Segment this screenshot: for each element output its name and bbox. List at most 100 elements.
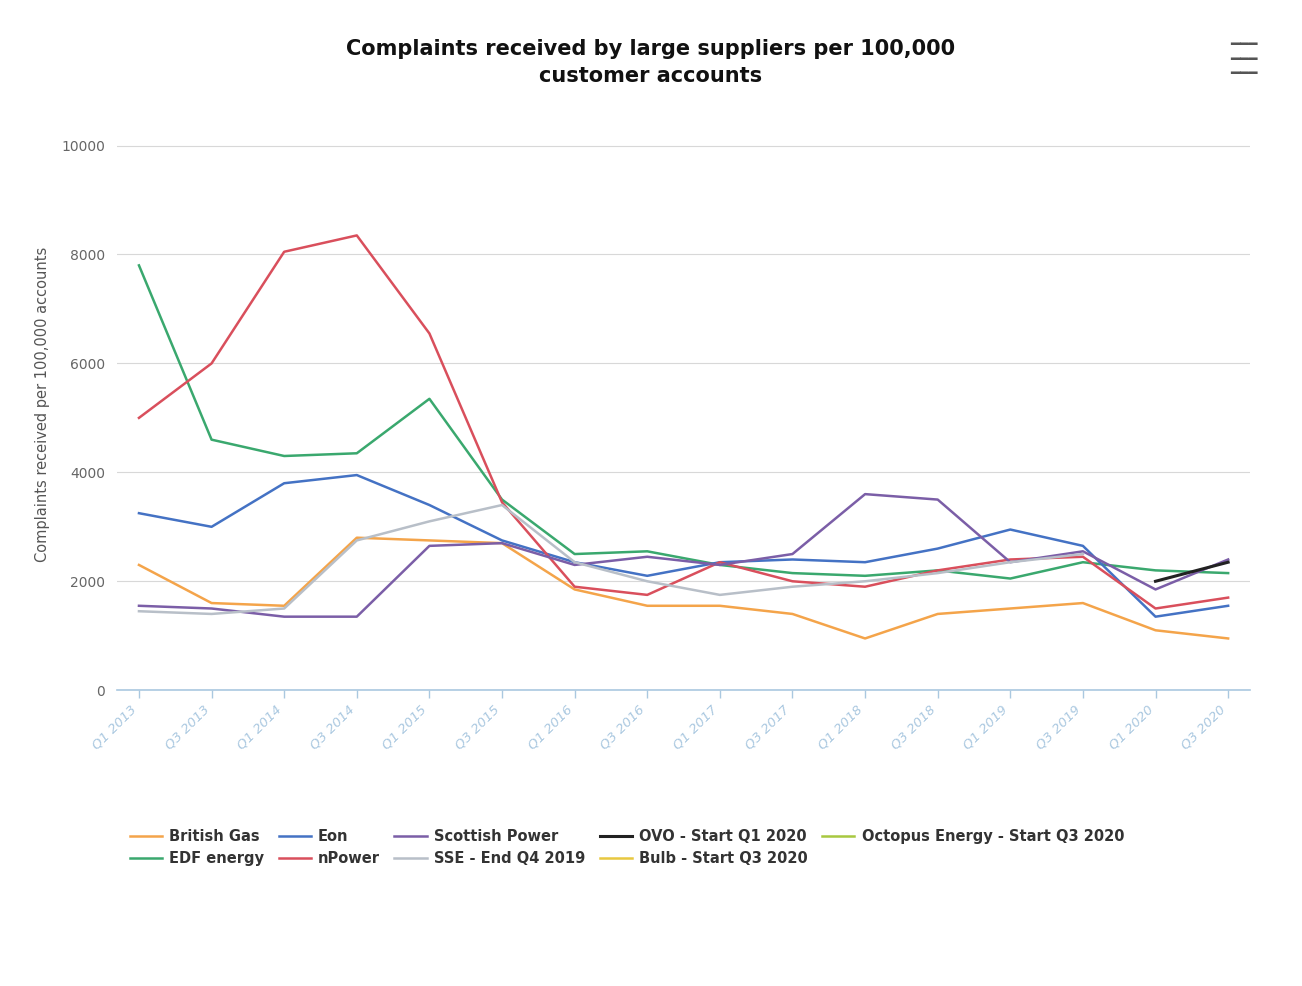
- SSE - End Q4 2019: [495, 499, 510, 511]
- nPower: [495, 496, 510, 508]
- Eon: [1147, 610, 1163, 622]
- nPower: [1147, 602, 1163, 614]
- nPower: [857, 581, 872, 593]
- nPower: [422, 327, 437, 339]
- Line: British Gas: British Gas: [139, 537, 1228, 639]
- nPower: [276, 246, 292, 257]
- EDF energy: [566, 548, 582, 560]
- Scottish Power: [349, 610, 365, 622]
- EDF energy: [276, 450, 292, 461]
- Line: Eon: Eon: [139, 475, 1228, 616]
- Eon: [422, 499, 437, 511]
- EDF energy: [712, 559, 728, 571]
- EDF energy: [495, 494, 510, 506]
- British Gas: [1075, 598, 1091, 609]
- nPower: [132, 412, 147, 424]
- Line: SSE - End Q4 2019: SSE - End Q4 2019: [139, 505, 1083, 614]
- Eon: [276, 477, 292, 489]
- SSE - End Q4 2019: [349, 534, 365, 546]
- British Gas: [1147, 624, 1163, 636]
- Text: ━━━: ━━━: [1229, 51, 1258, 67]
- EDF energy: [785, 567, 801, 579]
- Eon: [639, 570, 655, 582]
- EDF energy: [857, 570, 872, 582]
- SSE - End Q4 2019: [1075, 548, 1091, 560]
- Eon: [1003, 524, 1018, 535]
- Scottish Power: [566, 559, 582, 571]
- Text: ━━━: ━━━: [1229, 66, 1258, 82]
- British Gas: [422, 534, 437, 546]
- Text: Complaints received by large suppliers per 100,000
customer accounts: Complaints received by large suppliers p…: [346, 39, 956, 86]
- Eon: [712, 556, 728, 568]
- Eon: [1075, 540, 1091, 552]
- Eon: [349, 469, 365, 481]
- Scottish Power: [1147, 584, 1163, 596]
- Scottish Power: [1075, 545, 1091, 557]
- SSE - End Q4 2019: [203, 608, 219, 620]
- EDF energy: [349, 448, 365, 459]
- nPower: [1075, 551, 1091, 563]
- EDF energy: [639, 545, 655, 557]
- SSE - End Q4 2019: [276, 602, 292, 614]
- SSE - End Q4 2019: [639, 576, 655, 588]
- Eon: [1220, 599, 1236, 611]
- nPower: [1003, 553, 1018, 565]
- Scottish Power: [495, 537, 510, 549]
- nPower: [1220, 592, 1236, 603]
- British Gas: [132, 559, 147, 571]
- Legend: British Gas, EDF energy, Eon, nPower, Scottish Power, SSE - End Q4 2019, OVO - S: British Gas, EDF energy, Eon, nPower, Sc…: [124, 823, 1130, 873]
- nPower: [639, 589, 655, 600]
- OVO - Start Q1 2020: [1220, 556, 1236, 568]
- nPower: [349, 230, 365, 242]
- EDF energy: [422, 392, 437, 404]
- Line: OVO - Start Q1 2020: OVO - Start Q1 2020: [1155, 562, 1228, 582]
- Scottish Power: [712, 559, 728, 571]
- Scottish Power: [785, 548, 801, 560]
- Scottish Power: [1003, 556, 1018, 568]
- SSE - End Q4 2019: [1003, 556, 1018, 568]
- EDF energy: [1003, 573, 1018, 585]
- Eon: [495, 534, 510, 546]
- SSE - End Q4 2019: [422, 516, 437, 528]
- Eon: [785, 553, 801, 565]
- Scottish Power: [930, 494, 945, 506]
- nPower: [203, 358, 219, 370]
- SSE - End Q4 2019: [785, 581, 801, 593]
- Line: Scottish Power: Scottish Power: [139, 494, 1228, 616]
- British Gas: [349, 531, 365, 543]
- Line: nPower: nPower: [139, 236, 1228, 608]
- British Gas: [1220, 633, 1236, 645]
- SSE - End Q4 2019: [132, 605, 147, 617]
- nPower: [712, 556, 728, 568]
- Eon: [132, 507, 147, 519]
- nPower: [566, 581, 582, 593]
- OVO - Start Q1 2020: [1147, 576, 1163, 588]
- Eon: [857, 556, 872, 568]
- SSE - End Q4 2019: [712, 589, 728, 600]
- EDF energy: [930, 564, 945, 576]
- British Gas: [857, 633, 872, 645]
- British Gas: [495, 537, 510, 549]
- Line: EDF energy: EDF energy: [139, 265, 1228, 579]
- British Gas: [276, 599, 292, 611]
- Scottish Power: [132, 599, 147, 611]
- Scottish Power: [1220, 553, 1236, 565]
- British Gas: [203, 598, 219, 609]
- Scottish Power: [857, 488, 872, 500]
- EDF energy: [1147, 564, 1163, 576]
- nPower: [930, 564, 945, 576]
- Scottish Power: [203, 602, 219, 614]
- Text: ━━━: ━━━: [1229, 36, 1258, 52]
- British Gas: [785, 608, 801, 620]
- SSE - End Q4 2019: [930, 567, 945, 579]
- EDF energy: [1220, 567, 1236, 579]
- SSE - End Q4 2019: [857, 576, 872, 588]
- Eon: [566, 556, 582, 568]
- EDF energy: [132, 259, 147, 271]
- Eon: [203, 521, 219, 532]
- EDF energy: [203, 434, 219, 446]
- nPower: [785, 576, 801, 588]
- Eon: [930, 542, 945, 554]
- British Gas: [930, 608, 945, 620]
- British Gas: [566, 584, 582, 596]
